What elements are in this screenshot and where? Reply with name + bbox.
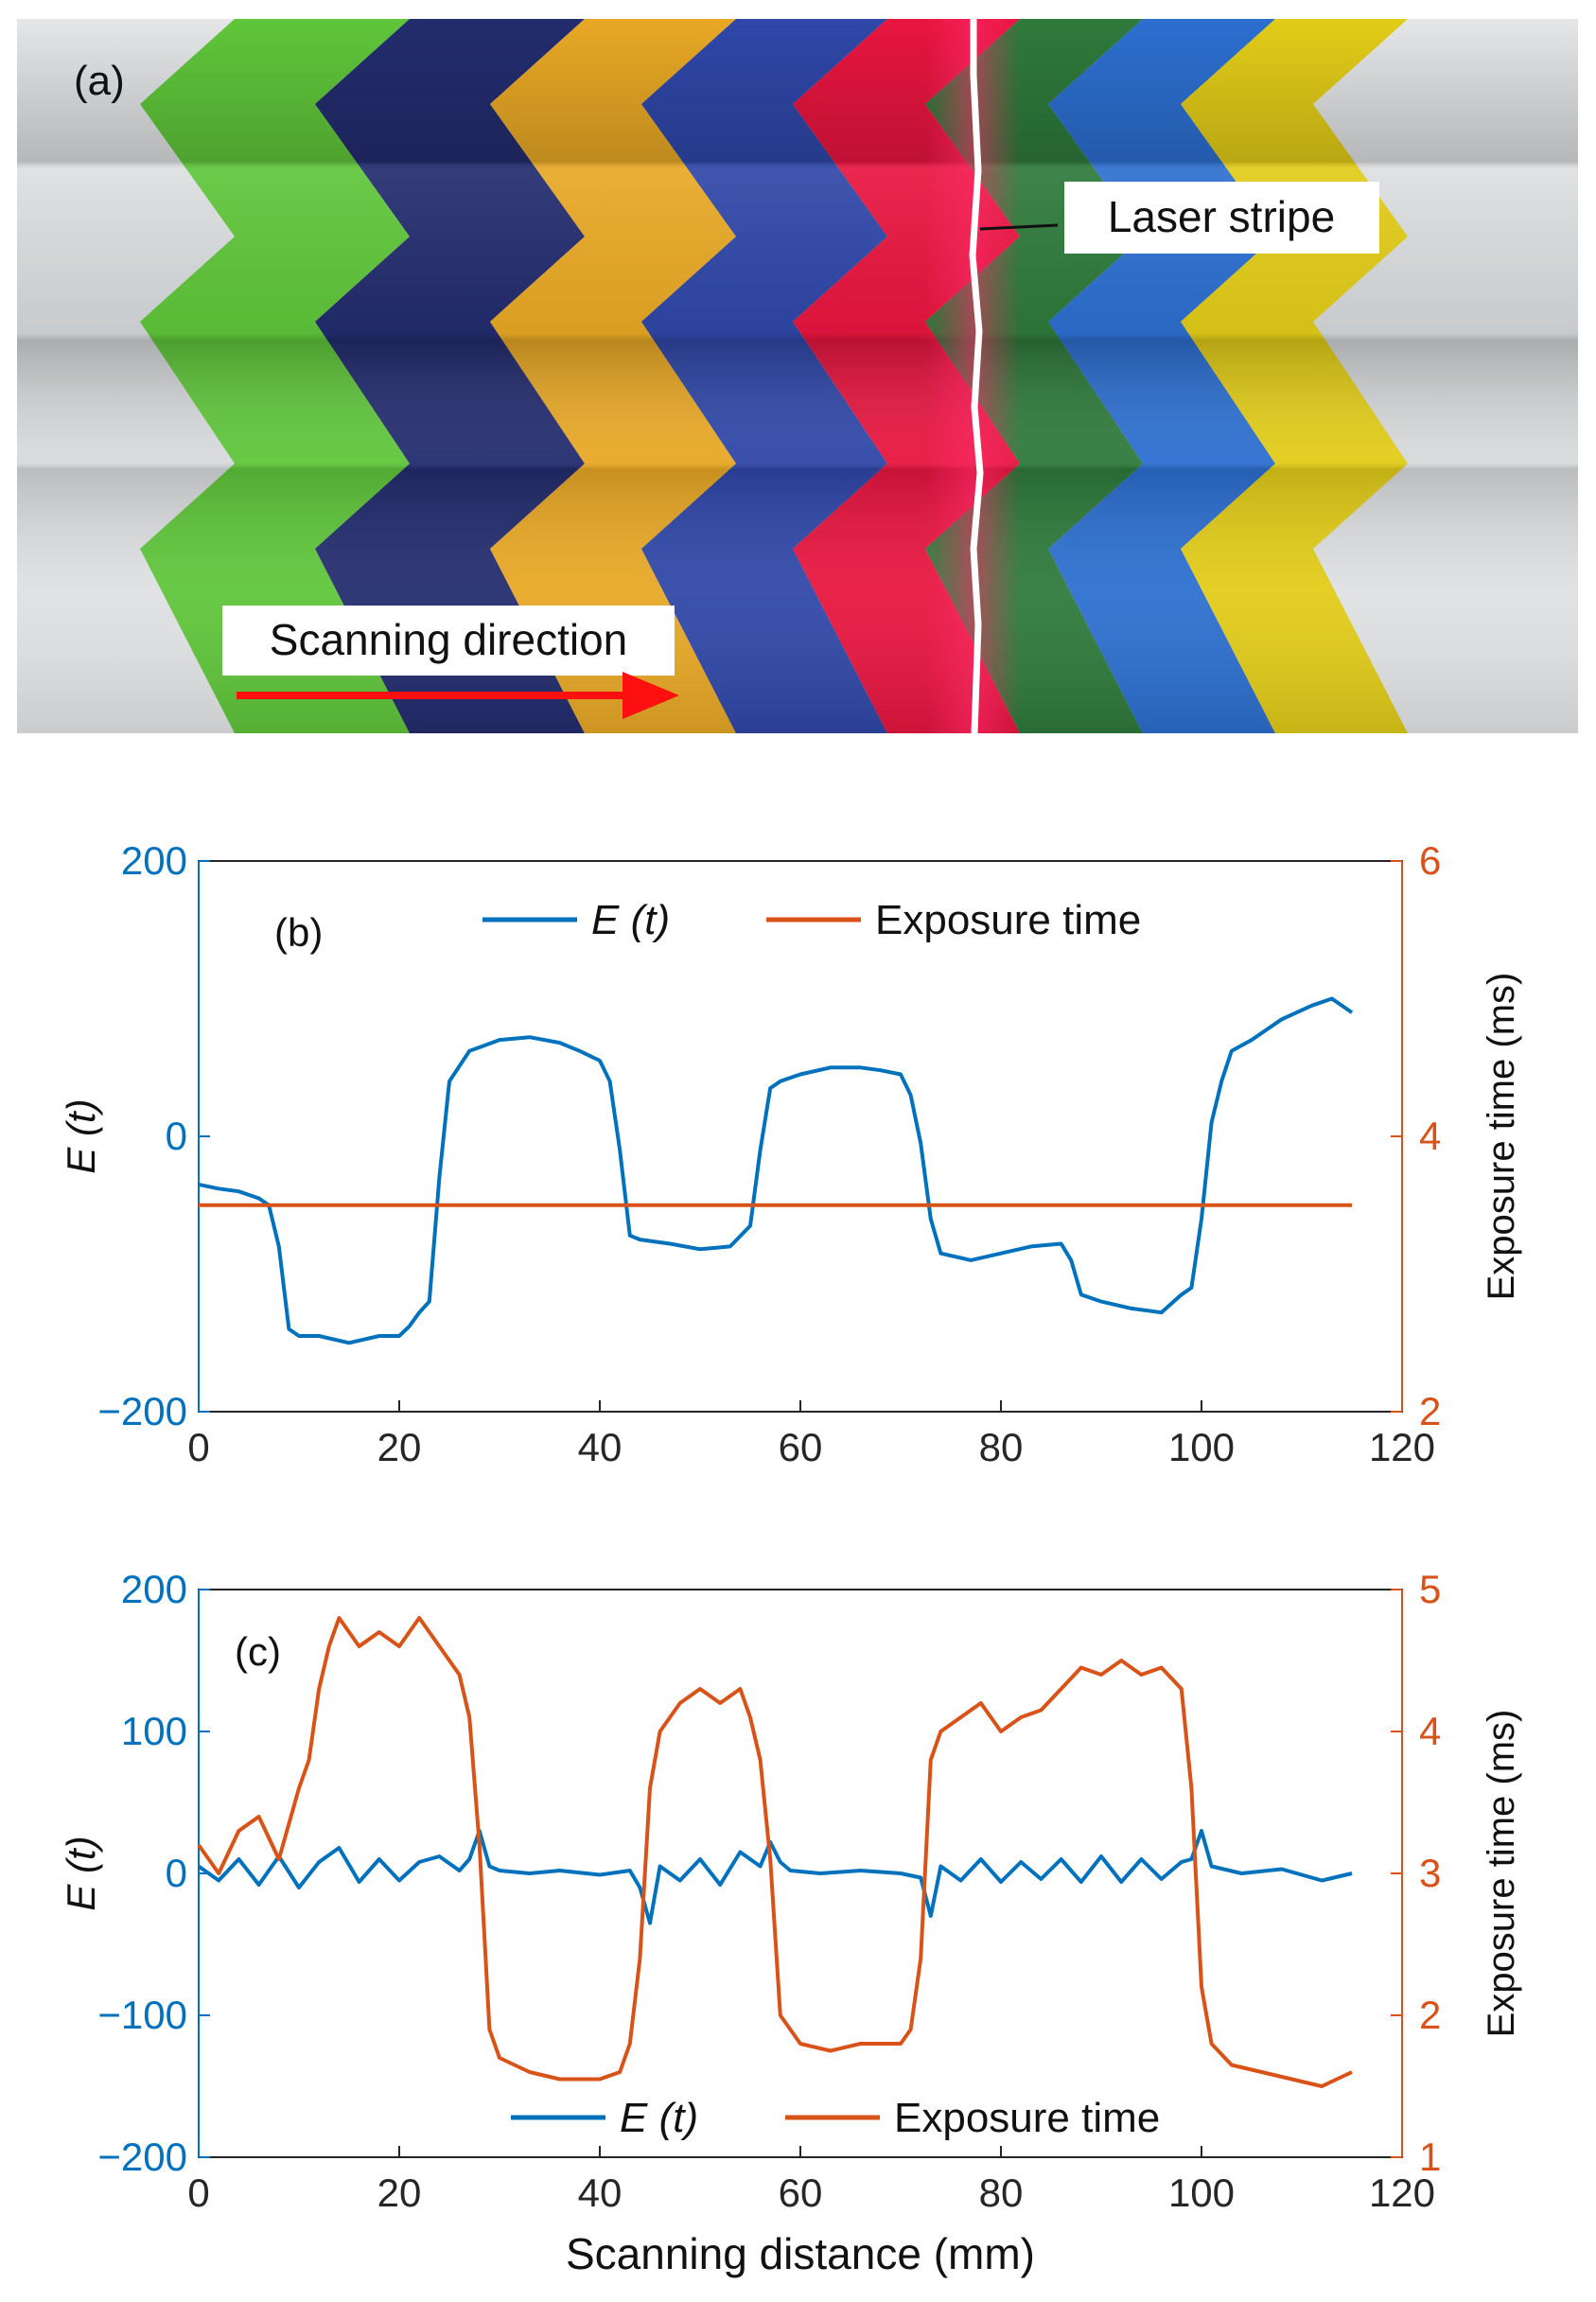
legend-label: Exposure time (875, 897, 1141, 943)
xlabel-c: Scanning distance (mm) (566, 2229, 1035, 2278)
laser-glow (925, 19, 1020, 733)
y-left-tick-label: 200 (121, 1567, 187, 1611)
ylabel-right-c: Exposure time (ms) (1481, 1710, 1522, 2038)
x-tick-label: 40 (578, 2170, 623, 2215)
series-line-exposure-time (197, 1616, 1353, 2088)
legend-b: E (t) Exposure time (482, 897, 1141, 943)
plot-area-b (198, 860, 1403, 1413)
y-right-tick-label: 5 (1419, 1567, 1441, 1611)
x-tick-label: 60 (779, 2170, 823, 2215)
y-left-tick-label: −200 (97, 1389, 187, 1433)
y-right-tick-label: 6 (1419, 838, 1441, 883)
panel-label-b: (b) (274, 910, 323, 955)
y-right-tick-label: 2 (1419, 1993, 1441, 2037)
x-tick-label: 80 (979, 1425, 1024, 1469)
scan-arrow-head (623, 672, 679, 719)
laser-label: Laser stripe (1108, 192, 1335, 241)
ylabel-left-b: E (t) (59, 1098, 103, 1173)
y-left-tick-label: 100 (121, 1709, 187, 1753)
panel-label-c: (c) (235, 1629, 281, 1674)
x-tick-label: 120 (1369, 2170, 1435, 2215)
laser-stripe-line (969, 19, 984, 733)
y-left-tick-label: 200 (121, 838, 187, 883)
y-left-tick-label: 0 (166, 1851, 187, 1895)
ylabel-left-c: E (t) (59, 1836, 103, 1910)
x-tick-label: 120 (1369, 1425, 1435, 1469)
x-tick-label: 60 (779, 1425, 823, 1469)
photo-panel: (a) Laser stripe Scanning direction (17, 19, 1578, 733)
ticks-c: 0 20 40 60 80 100 120 −200 −100 0 100 200 1 2 3 4 5 (97, 1567, 1441, 2215)
scan-label: Scanning direction (270, 615, 627, 664)
x-tick-label: 20 (377, 1425, 422, 1469)
panel-label-a: (a) (74, 58, 125, 104)
legend-label: Exposure time (894, 2095, 1160, 2141)
y-left-tick-label: −200 (97, 2135, 187, 2179)
series-layer-b (198, 996, 1354, 1345)
legend-label: E (t) (591, 897, 670, 943)
x-tick-label: 40 (578, 1425, 623, 1469)
legend-c: E (t) Exposure time (511, 2095, 1160, 2141)
y-right-tick-label: 3 (1419, 1851, 1441, 1895)
series-line-e-t (197, 1829, 1353, 1925)
y-left-tick-label: −100 (97, 1993, 187, 2037)
x-tick-label: 20 (377, 2170, 422, 2215)
x-tick-label: 0 (187, 1425, 209, 1469)
x-tick-label: 0 (187, 2170, 209, 2215)
series-line-e-t (198, 996, 1354, 1345)
ylabel-right-b: Exposure time (ms) (1481, 973, 1522, 1301)
y-left-tick-label: 0 (166, 1114, 187, 1158)
y-right-tick-label: 1 (1419, 2135, 1441, 2179)
y-right-tick-label: 4 (1419, 1114, 1441, 1158)
scan-label-box (222, 606, 675, 676)
x-tick-label: 80 (979, 2170, 1024, 2215)
series-layer-c (197, 1616, 1353, 2088)
x-tick-label: 100 (1168, 2170, 1235, 2215)
legend-label: E (t) (620, 2095, 698, 2141)
y-right-tick-label: 4 (1419, 1709, 1441, 1753)
laser-label-box (1064, 182, 1379, 254)
y-right-tick-label: 2 (1419, 1389, 1441, 1433)
x-tick-label: 100 (1168, 1425, 1235, 1469)
laser-pointer-line (979, 223, 1059, 231)
